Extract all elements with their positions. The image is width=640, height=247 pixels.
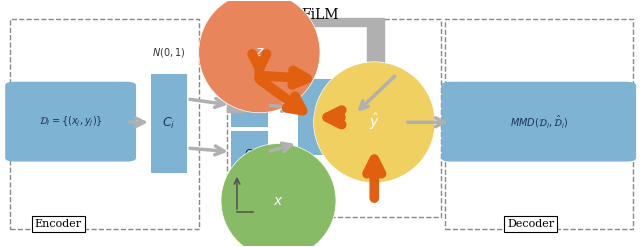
Text: $\hat{y}$: $\hat{y}$ [369, 112, 380, 132]
Text: $\mu$: $\mu$ [244, 99, 254, 113]
Text: Decoder: Decoder [507, 219, 554, 229]
FancyBboxPatch shape [298, 79, 344, 155]
Ellipse shape [314, 62, 435, 183]
Text: $\sigma$: $\sigma$ [244, 146, 254, 159]
FancyBboxPatch shape [227, 19, 442, 217]
Text: $z$: $z$ [255, 45, 264, 59]
Text: $C_i$: $C_i$ [163, 116, 175, 131]
Text: $\mathcal{D}_i = \{(x_j, y_j)\}$: $\mathcal{D}_i = \{(x_j, y_j)\}$ [38, 114, 102, 129]
Ellipse shape [221, 144, 336, 247]
Bar [227, 18, 384, 26]
Bar [367, 26, 384, 112]
FancyBboxPatch shape [10, 19, 198, 229]
Bar [227, 26, 244, 112]
Text: CME: CME [228, 215, 252, 224]
Text: $N(0,1)$: $N(0,1)$ [152, 46, 186, 59]
Text: FiLM: FiLM [301, 8, 339, 22]
Text: Encoder: Encoder [35, 219, 82, 229]
Text: $MMD(\mathcal{D}_i, \hat{\mathcal{D}}_i)$: $MMD(\mathcal{D}_i, \hat{\mathcal{D}}_i)… [509, 113, 568, 130]
FancyBboxPatch shape [442, 82, 636, 162]
Text: $W$: $W$ [312, 109, 330, 125]
Ellipse shape [198, 0, 320, 113]
FancyBboxPatch shape [5, 82, 136, 162]
FancyBboxPatch shape [151, 74, 187, 173]
FancyBboxPatch shape [230, 131, 268, 174]
FancyBboxPatch shape [230, 84, 268, 127]
Text: $x$: $x$ [273, 194, 284, 208]
FancyBboxPatch shape [445, 19, 633, 229]
